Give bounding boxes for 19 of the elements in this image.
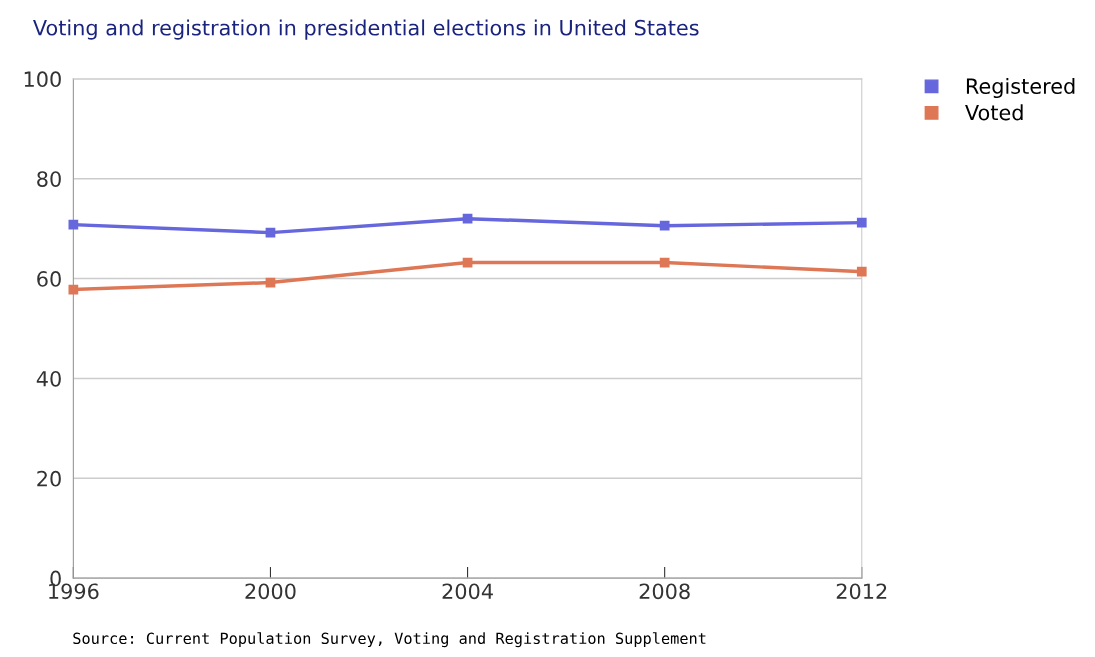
- x-tick-label: 2000: [245, 583, 296, 600]
- legend-label: Registered: [966, 77, 1075, 99]
- point: [659, 220, 670, 231]
- source-note: Source: Current Population Survey, Voting and Registration Supplement: [73, 632, 706, 648]
- point: [462, 213, 473, 224]
- legend-label: Voted: [965, 104, 1023, 121]
- y-tick-label: 80: [37, 171, 61, 187]
- point: [68, 219, 79, 230]
- point: [659, 257, 670, 268]
- y-tick-label: 60: [37, 271, 61, 287]
- x-tick-label: 2004: [442, 583, 493, 600]
- point: [856, 266, 867, 277]
- y-tick-label: 40: [36, 370, 61, 387]
- point: [856, 217, 867, 228]
- x-tick-label: 2008: [639, 583, 690, 600]
- y-tick-label: 100: [24, 71, 61, 88]
- y-tick-label: 20: [37, 470, 61, 487]
- x-tick-label: 2012: [836, 583, 887, 600]
- chart-title: Voting and registration in presidential elections in United States: [33, 19, 699, 40]
